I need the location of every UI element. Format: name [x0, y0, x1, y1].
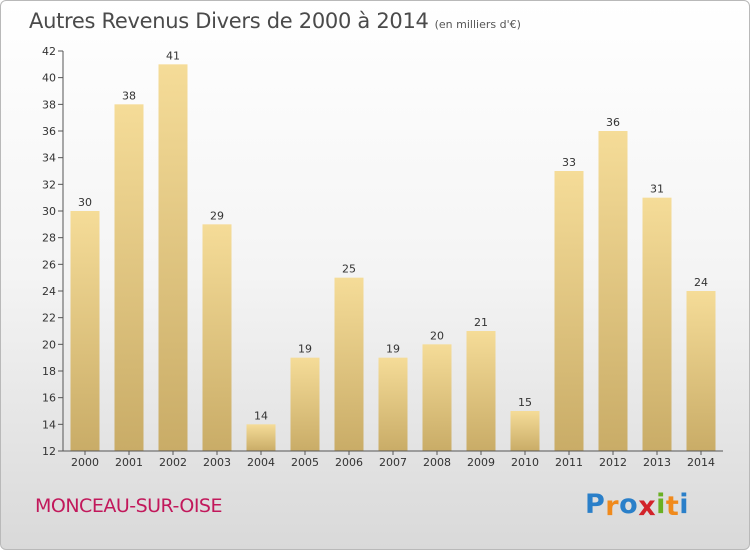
logo-letter: i — [656, 489, 666, 520]
bar-value-label: 33 — [562, 156, 576, 169]
bar — [642, 197, 672, 451]
bar — [290, 357, 320, 451]
x-tick-label: 2012 — [599, 456, 627, 469]
x-tick-label: 2007 — [379, 456, 407, 469]
bar — [202, 224, 232, 451]
chart-title-text: Autres Revenus Divers de 2000 à 2014 — [29, 9, 429, 33]
bar — [158, 64, 188, 452]
y-tick-label: 30 — [42, 205, 56, 218]
x-tick-label: 2011 — [555, 456, 583, 469]
chart-subtitle: (en milliers d'€) — [434, 18, 521, 31]
bar — [70, 211, 100, 451]
bar — [378, 357, 408, 451]
x-tick-label: 2009 — [467, 456, 495, 469]
bar-value-label: 20 — [430, 329, 444, 342]
bar-value-label: 29 — [210, 209, 224, 222]
logo-letter: r — [605, 491, 620, 522]
bars-group: 30 38 41 29 14 19 25 19 20 21 15 33 36 31 24 — [70, 49, 716, 452]
y-tick-label: 42 — [42, 45, 56, 58]
x-tick-label: 2003 — [203, 456, 231, 469]
x-tick-label: 2002 — [159, 456, 187, 469]
bar-value-label: 15 — [518, 396, 532, 409]
logo-letter: i — [679, 489, 690, 520]
logo-letter: o — [619, 489, 639, 520]
y-tick-label: 28 — [42, 232, 56, 245]
y-tick-label: 22 — [42, 312, 56, 325]
bar-value-label: 41 — [166, 49, 180, 62]
y-tick-label: 34 — [42, 152, 56, 165]
y-axis: 12 14 16 18 20 22 24 26 28 30 32 34 36 38 40 42 — [42, 45, 64, 458]
y-tick-label: 36 — [42, 125, 56, 138]
bar-value-label: 25 — [342, 263, 356, 276]
y-tick-label: 12 — [42, 445, 56, 458]
y-tick-label: 26 — [42, 258, 56, 271]
bar-value-label: 19 — [298, 343, 312, 356]
bar — [114, 104, 144, 451]
y-tick-label: 16 — [42, 392, 56, 405]
x-tick-label: 2004 — [247, 456, 275, 469]
bar-value-label: 14 — [254, 409, 268, 422]
x-axis: 2000 2001 2002 2003 2004 2005 2006 2007 2008 2009… — [63, 450, 723, 469]
y-tick-label: 20 — [42, 338, 56, 351]
bar-value-label: 24 — [694, 276, 708, 289]
x-tick-label: 2008 — [423, 456, 451, 469]
logo-letter: x — [638, 491, 657, 522]
bar — [686, 291, 716, 451]
x-tick-label: 2000 — [71, 456, 99, 469]
x-tick-label: 2001 — [115, 456, 143, 469]
bar-value-label: 31 — [650, 183, 664, 196]
bar — [246, 424, 276, 451]
bar-value-label: 21 — [474, 316, 488, 329]
y-tick-label: 14 — [42, 418, 56, 431]
x-tick-label: 2005 — [291, 456, 319, 469]
x-tick-label: 2013 — [643, 456, 671, 469]
y-tick-label: 38 — [42, 98, 56, 111]
bar-value-label: 36 — [606, 116, 620, 129]
y-tick-label: 18 — [42, 365, 56, 378]
bar-value-label: 30 — [78, 196, 92, 209]
proxiti-logo[interactable]: Proxiti — [585, 489, 690, 522]
x-tick-label: 2014 — [687, 456, 715, 469]
bar-value-label: 19 — [386, 343, 400, 356]
y-tick-label: 40 — [42, 72, 56, 85]
y-tick-label: 24 — [42, 285, 56, 298]
bar-value-label: 38 — [122, 89, 136, 102]
bar — [334, 277, 364, 451]
commune-name: MONCEAU-SUR-OISE — [35, 495, 223, 517]
x-tick-label: 2006 — [335, 456, 363, 469]
y-tick-label: 32 — [42, 178, 56, 191]
x-tick-label: 2010 — [511, 456, 539, 469]
chart-title: Autres Revenus Divers de 2000 à 2014 (en … — [29, 9, 521, 33]
bar — [466, 331, 496, 451]
bar — [422, 344, 452, 451]
logo-letter: P — [585, 489, 606, 520]
bar — [554, 171, 584, 451]
bar — [510, 411, 540, 451]
logo-letter: t — [665, 491, 680, 522]
bar — [598, 131, 628, 451]
